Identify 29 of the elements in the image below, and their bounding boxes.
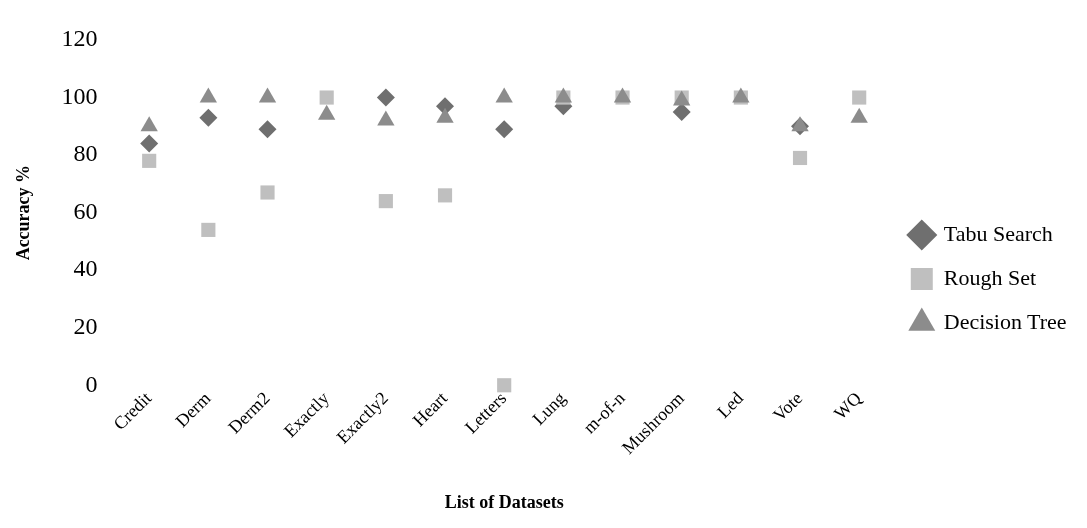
point xyxy=(437,188,453,203)
point xyxy=(378,194,393,209)
point xyxy=(495,120,514,139)
y-tick-label: 100 xyxy=(61,82,98,109)
y-tick-label: 80 xyxy=(73,140,98,167)
point xyxy=(319,90,334,105)
point xyxy=(201,222,216,237)
legend-label: Rough Set xyxy=(943,264,1037,290)
point xyxy=(142,153,157,168)
legend-label: Tabu Search xyxy=(943,220,1053,246)
legend-label: Decision Tree xyxy=(943,308,1067,334)
point xyxy=(376,88,395,107)
y-axis-title: Accuracy % xyxy=(13,164,34,261)
x-tick-label: Led xyxy=(713,387,748,422)
point xyxy=(260,185,275,200)
point xyxy=(497,378,512,393)
point xyxy=(258,120,277,139)
point xyxy=(792,150,808,166)
point xyxy=(199,108,218,127)
x-tick-label: WQ xyxy=(830,387,866,424)
y-tick-label: 0 xyxy=(85,370,98,397)
x-axis-title: List of Datasets xyxy=(444,491,564,512)
y-tick-label: 120 xyxy=(61,25,98,52)
x-tick-label: Vote xyxy=(768,387,807,426)
point xyxy=(140,134,159,153)
y-tick-label: 40 xyxy=(73,255,98,282)
y-tick-label: 60 xyxy=(73,197,98,224)
y-tick-label: 20 xyxy=(73,313,98,340)
point xyxy=(852,90,867,105)
